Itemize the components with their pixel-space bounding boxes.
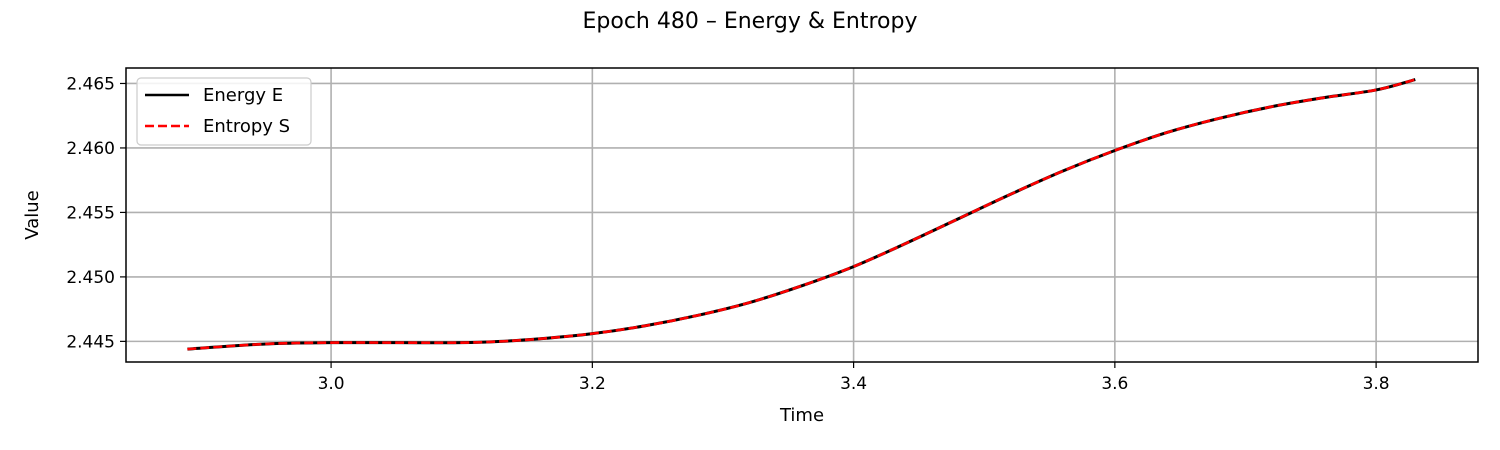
y-tick-label: 2.450 [66,268,115,288]
x-tick-label: 3.8 [1363,374,1390,394]
axis-ticks: 3.0 3.2 3.4 3.6 3.8 2.445 2.450 2.455 2.460 2.465 [66,74,1389,394]
x-tick-label: 3.2 [579,374,606,394]
y-tick-label: 2.460 [66,139,115,159]
plot-series [187,78,1416,351]
x-tick-label: 3.0 [318,374,345,394]
y-tick-label: 2.465 [66,74,115,94]
plot-frame [125,67,1479,363]
x-axis-label: Time [779,405,824,426]
grid [126,68,1478,362]
x-tick-label: 3.4 [840,374,867,394]
y-tick-label: 2.445 [66,332,115,352]
legend: Energy E Entropy S [136,77,312,146]
y-tick-label: 2.455 [66,203,115,223]
legend-label-energy: Energy E [203,85,283,106]
y-axis-label: Value [22,190,43,239]
energy-line [187,78,1416,351]
entropy-line [187,78,1416,351]
x-tick-label: 3.6 [1101,374,1128,394]
legend-label-entropy: Entropy S [203,116,290,137]
chart-title: Epoch 480 – Energy & Entropy [583,9,918,34]
